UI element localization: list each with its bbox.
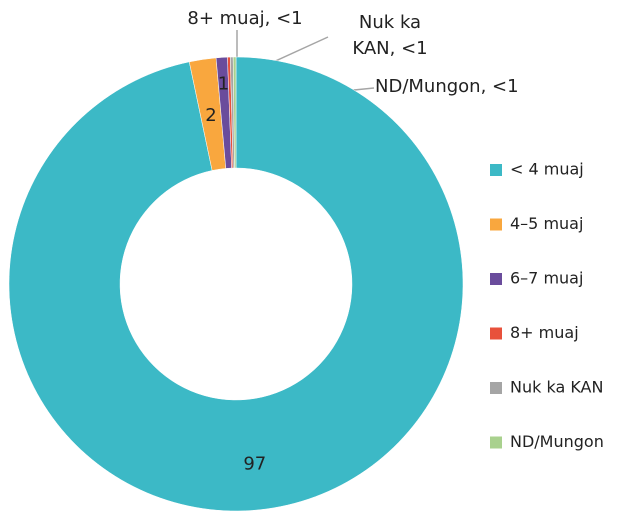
legend-swatch	[490, 218, 502, 231]
legend-swatch	[490, 436, 502, 449]
legend-label: ND/Mungon	[510, 432, 604, 451]
legend-label: Nuk ka KAN	[510, 378, 603, 397]
legend-swatch	[490, 164, 502, 176]
data-label: 1	[218, 73, 229, 94]
annotation: 8+ muaj, <1	[187, 8, 303, 29]
legend-swatch	[490, 273, 502, 285]
legend-swatch	[490, 382, 502, 394]
slice	[8, 56, 464, 512]
annotation: ND/Mungon, <1	[375, 76, 519, 97]
legend-label: 8+ muaj	[510, 323, 579, 342]
slice	[232, 56, 237, 169]
legend-label: 4–5 muaj	[510, 214, 583, 233]
annotation: Nuk ka KAN, <1	[352, 12, 428, 59]
data-label: 2	[205, 105, 216, 126]
legend-label: < 4 muaj	[510, 160, 584, 179]
legend-label: 6–7 muaj	[510, 269, 583, 288]
data-label: 97	[243, 454, 266, 475]
legend-swatch	[490, 327, 502, 340]
